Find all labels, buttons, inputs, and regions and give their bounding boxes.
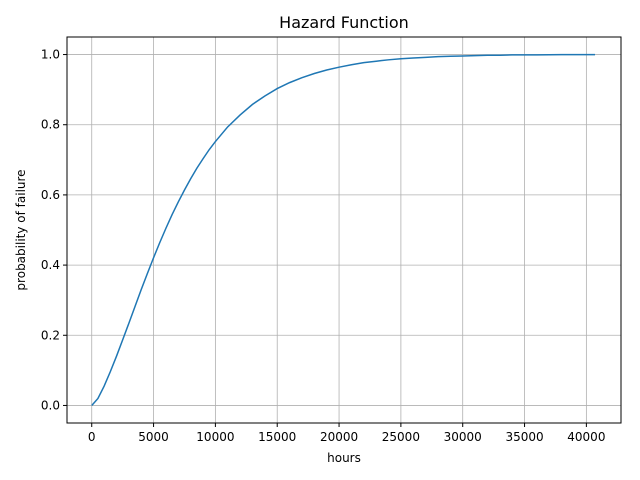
series-line bbox=[91, 53, 596, 406]
x-tick-label: 30000 bbox=[444, 430, 482, 444]
y-tick-label: 1.0 bbox=[41, 48, 60, 62]
y-tick-label: 0.8 bbox=[41, 118, 60, 132]
x-tick-label: 0 bbox=[88, 430, 96, 444]
chart-title: Hazard Function bbox=[279, 13, 409, 32]
x-tick-label: 25000 bbox=[382, 430, 420, 444]
y-tick-label: 0.0 bbox=[41, 398, 60, 412]
y-tick-label: 0.6 bbox=[41, 188, 60, 202]
y-tick-label: 0.2 bbox=[41, 328, 60, 342]
x-tick-label: 40000 bbox=[567, 430, 605, 444]
x-tick-label: 20000 bbox=[320, 430, 358, 444]
plot-frame bbox=[66, 36, 622, 424]
tick-layer: 0 5000 10000 15000 20000 25000 30000 35000 40000… bbox=[41, 48, 606, 444]
x-tick-label: 35000 bbox=[505, 430, 543, 444]
x-tick-label: 5000 bbox=[138, 430, 169, 444]
x-tick-label: 10000 bbox=[196, 430, 234, 444]
x-tick-label: 15000 bbox=[258, 430, 296, 444]
x-axis-label: hours bbox=[327, 451, 361, 465]
y-tick-label: 0.4 bbox=[41, 258, 60, 272]
grid-layer bbox=[67, 37, 621, 423]
axes-frame bbox=[66, 36, 622, 424]
y-axis-label: probability of failure bbox=[14, 169, 28, 290]
series-layer bbox=[91, 53, 596, 406]
